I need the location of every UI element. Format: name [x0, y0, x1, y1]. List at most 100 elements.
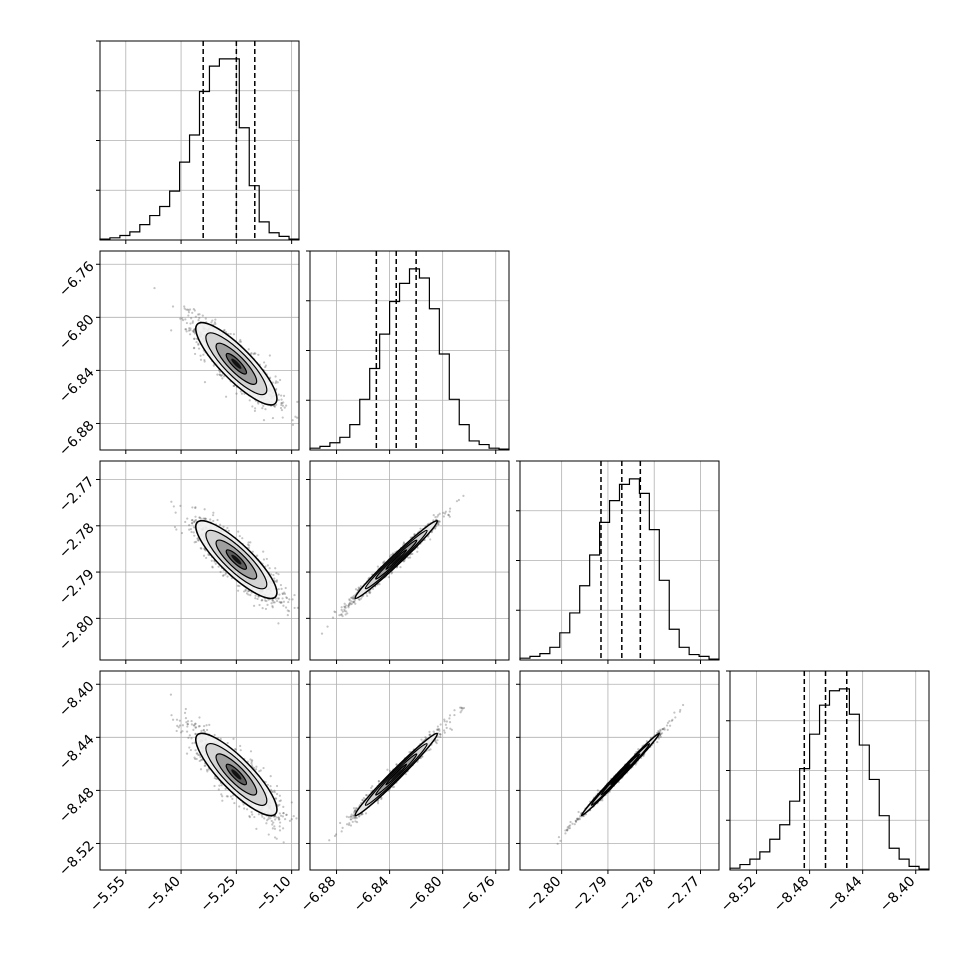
sample-point	[271, 605, 274, 608]
sample-point	[352, 600, 355, 603]
sample-point	[275, 599, 279, 603]
sample-point	[237, 530, 240, 533]
sample-point	[238, 584, 241, 588]
sample-point	[345, 610, 348, 613]
sample-point	[194, 515, 197, 518]
sample-point	[357, 586, 360, 589]
sample-point	[403, 559, 406, 562]
sample-point	[457, 498, 461, 502]
sample-point	[262, 550, 265, 553]
sample-point	[296, 416, 299, 419]
sample-point	[211, 319, 214, 322]
sample-point	[199, 547, 202, 550]
sample-point	[273, 825, 276, 828]
sample-point	[282, 600, 286, 603]
sample-point	[265, 557, 268, 561]
sample-point	[181, 317, 184, 320]
sample-point	[338, 614, 341, 617]
sample-point	[434, 516, 437, 519]
sample-point	[272, 601, 275, 604]
sample-point	[226, 575, 229, 578]
sample-point	[181, 724, 185, 727]
sample-point	[236, 584, 240, 587]
sample-point	[281, 815, 285, 818]
sample-point	[275, 837, 278, 840]
sample-point	[247, 541, 250, 544]
sample-point	[358, 598, 361, 601]
sample-point	[254, 407, 257, 410]
sample-point	[191, 320, 195, 323]
sample-point	[343, 602, 346, 605]
sample-point	[197, 753, 200, 757]
sample-point	[184, 318, 187, 321]
sample-point	[265, 599, 268, 603]
sample-point	[198, 316, 201, 320]
sample-point	[190, 530, 193, 534]
scatter-points	[170, 500, 299, 625]
sample-point	[437, 523, 440, 526]
sample-point	[359, 585, 362, 588]
sample-point	[250, 760, 253, 763]
sample-point	[358, 587, 361, 590]
sample-point	[437, 520, 441, 523]
sample-point	[189, 322, 192, 325]
sample-point	[279, 799, 282, 802]
sample-point	[282, 401, 285, 404]
sample-point	[277, 393, 280, 396]
sample-point	[180, 531, 184, 535]
sample-point	[190, 522, 194, 525]
sample-point	[347, 604, 350, 607]
sample-point	[222, 525, 225, 528]
sample-point	[353, 601, 356, 604]
sample-point	[192, 308, 195, 311]
sample-point	[264, 599, 267, 602]
sample-point	[194, 506, 197, 510]
histogram-step-line	[729, 688, 930, 870]
sample-point	[416, 546, 419, 549]
sample-point	[235, 392, 238, 395]
sample-point	[243, 807, 246, 810]
sample-point	[184, 328, 188, 331]
sample-point	[193, 352, 197, 356]
scatter-points	[153, 286, 299, 426]
sample-point	[251, 550, 254, 553]
sample-point	[175, 729, 178, 733]
sample-point	[197, 725, 201, 728]
sample-point	[407, 556, 410, 559]
sample-point	[283, 406, 286, 409]
sample-point	[185, 330, 188, 333]
sample-point	[232, 384, 235, 388]
sample-point	[179, 504, 182, 507]
histogram-step-line	[99, 58, 300, 240]
sample-point	[192, 531, 195, 534]
sample-point	[216, 518, 219, 522]
sample-point	[442, 515, 446, 518]
sample-point	[244, 588, 247, 591]
sample-point	[213, 733, 216, 737]
sample-point	[277, 573, 280, 576]
sample-point	[250, 764, 254, 767]
scatter-points	[169, 693, 298, 844]
sample-point	[203, 764, 206, 768]
density-peak	[231, 554, 242, 565]
sample-point	[226, 526, 229, 530]
sample-point	[447, 513, 450, 516]
sample-point	[389, 555, 392, 558]
sample-point	[269, 775, 272, 778]
sample-point	[252, 352, 255, 356]
sample-point	[271, 599, 275, 602]
sample-point	[280, 394, 283, 397]
sample-point	[170, 329, 173, 332]
sample-point	[207, 768, 211, 771]
sample-point	[276, 597, 280, 600]
sample-point	[194, 518, 198, 522]
sample-point	[275, 792, 279, 796]
sample-point	[221, 574, 225, 577]
sample-point	[220, 784, 223, 787]
sample-point	[273, 404, 276, 407]
sample-point	[198, 716, 201, 719]
sample-point	[239, 338, 242, 342]
sample-point	[233, 384, 236, 387]
sample-point	[278, 799, 281, 803]
sample-point	[197, 347, 201, 350]
